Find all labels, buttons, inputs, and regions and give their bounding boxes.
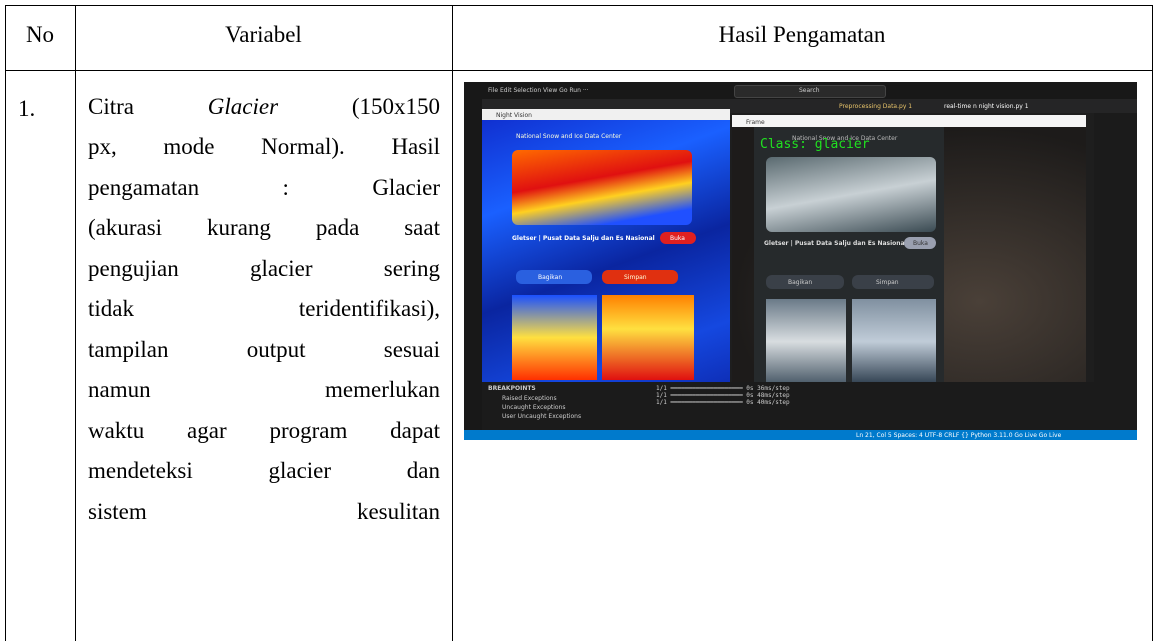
minimap: [1094, 113, 1137, 382]
search-box: [734, 85, 886, 98]
button: [766, 275, 844, 289]
text-line: waktu agar program dapat: [88, 417, 440, 443]
text-line: sistem kesulitan: [88, 498, 440, 524]
tab: Preprocessing Data.py 1: [839, 103, 913, 110]
border: [75, 5, 76, 641]
camera-image: National Snow and Ice Data Center Gletse…: [732, 127, 1086, 418]
border: [5, 5, 1153, 6]
header: No: [25, 22, 55, 47]
text-line: Citra Glacier (150x150: [88, 94, 440, 120]
text-line: namun memerlukan: [88, 377, 440, 402]
word: Glacier: [207, 94, 279, 119]
night-window: Night Vision National Snow and Ice Data …: [482, 109, 730, 418]
panel: [482, 382, 1137, 430]
border: [5, 70, 1153, 71]
class-label: Class: glacier: [760, 137, 870, 152]
image: [766, 157, 936, 232]
text-line: pengamatan : Glacier: [88, 174, 440, 200]
image: [852, 299, 936, 384]
button-label: Buka: [913, 240, 928, 247]
border: [5, 5, 6, 641]
phone: National Snow and Ice Data Center Gletse…: [754, 127, 944, 418]
text-line: tidak teridentifikasi),: [88, 296, 440, 321]
site: National Snow and Ice Data Center: [792, 135, 898, 142]
exception: User Uncaught Exceptions: [502, 413, 582, 420]
terminal-line: 1/1 ━━━━━━━━━━━━━━━━━━━━ 0s 48ms/step: [656, 392, 790, 399]
button: [852, 275, 934, 289]
header: Variabel: [225, 22, 302, 47]
tab: real-time n night vision.py 1: [944, 103, 1029, 110]
text-line: px, mode Normal). Hasil: [88, 134, 440, 159]
thermal-image: National Snow and Ice Data Center Gletse…: [482, 120, 730, 418]
button-label: Buka: [670, 235, 685, 242]
frame-window: Frame National Snow and Ice Data Center …: [732, 115, 1086, 418]
text-line: mendeteksi glacier dan: [88, 458, 440, 483]
text-line: pengujian glacier sering: [88, 255, 440, 281]
button: [660, 232, 696, 244]
activity-bar: [464, 99, 482, 430]
image: [602, 295, 694, 380]
button-label: Bagikan: [788, 279, 813, 286]
image: [766, 299, 846, 384]
image: [512, 150, 692, 225]
heading: Gletser | Pusat Data Salju dan Es Nasion…: [764, 240, 907, 247]
terminal-line: 1/1 ━━━━━━━━━━━━━━━━━━━━ 0s 40ms/step: [656, 399, 790, 406]
word: (150x150: [351, 94, 440, 119]
button-label: Simpan: [876, 279, 899, 286]
word: Citra: [88, 94, 134, 119]
window-title: Frame: [746, 119, 765, 126]
breakpoints: BREAKPOINTS: [488, 385, 536, 392]
menu: File Edit Selection View Go Run ···: [488, 87, 589, 94]
text-line: tampilan output sesuai: [88, 336, 440, 362]
button: [904, 237, 936, 249]
window-title: Night Vision: [496, 112, 532, 119]
exception: Raised Exceptions: [502, 395, 557, 402]
text-line: (akurasi kurang pada saat: [88, 215, 440, 240]
border: [1152, 5, 1153, 641]
search: Search: [799, 87, 820, 94]
status: Ln 21, Col 5 Spaces: 4 UTF-8 CRLF {} Pyt…: [856, 432, 1062, 439]
button: [516, 270, 592, 284]
row-number: 1.: [18, 96, 36, 121]
button: [602, 270, 678, 284]
terminal-line: 1/1 ━━━━━━━━━━━━━━━━━━━━ 0s 36ms/step: [656, 385, 790, 392]
screenshot: File Edit Selection View Go Run ··· Sear…: [464, 82, 1137, 440]
exception: Uncaught Exceptions: [502, 404, 566, 411]
border: [452, 5, 453, 641]
image: [512, 295, 597, 380]
button-label: Bagikan: [538, 274, 563, 281]
header: Hasil Pengamatan: [718, 22, 886, 47]
site: National Snow and Ice Data Center: [516, 133, 622, 140]
button-label: Simpan: [624, 274, 647, 281]
heading: Gletser | Pusat Data Salju dan Es Nasion…: [512, 235, 655, 242]
status-bar: [464, 430, 1137, 440]
